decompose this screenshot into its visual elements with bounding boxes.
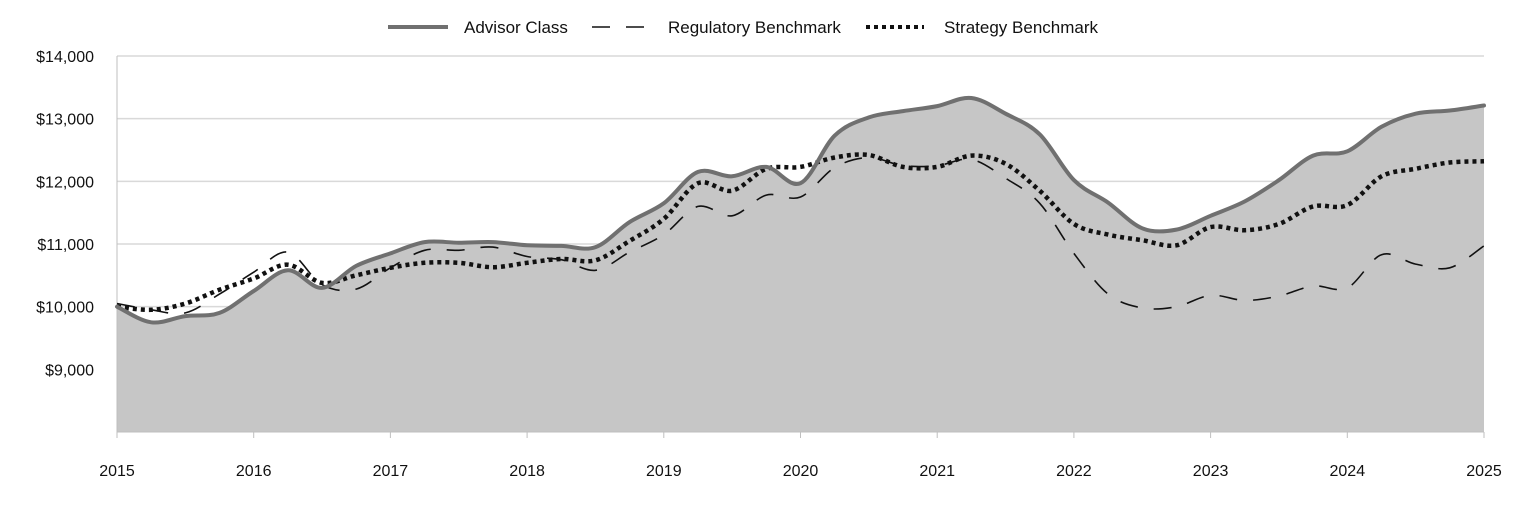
x-tick-label: 2024 (1330, 463, 1366, 480)
legend: Advisor Class Regulatory Benchmark Strat… (388, 18, 1099, 37)
area-advisor-class (117, 97, 1484, 433)
x-tick-label: 2015 (99, 463, 135, 480)
x-tick-label: 2019 (646, 463, 682, 480)
legend-label-strategy-benchmark: Strategy Benchmark (944, 18, 1099, 37)
y-tick-label: $11,000 (37, 237, 94, 254)
legend-label-regulatory-benchmark: Regulatory Benchmark (668, 18, 841, 37)
axes (116, 56, 1485, 438)
x-tick-label: 2018 (509, 463, 545, 480)
series-line-advisor-class (115, 95, 1486, 325)
x-tick-labels: 2015 2016 2017 2018 2019 2020 2021 2022 2023 2024… (99, 463, 1502, 480)
y-tick-label: $10,000 (36, 300, 94, 317)
y-tick-label: $14,000 (36, 49, 94, 66)
x-tick-label: 2020 (783, 463, 819, 480)
x-tick-label: 2016 (236, 463, 272, 480)
area-layer (117, 97, 1484, 433)
x-tick-label: 2023 (1193, 463, 1229, 480)
y-tick-label: $9,000 (45, 362, 94, 379)
y-tick-label: $13,000 (36, 112, 94, 129)
lines-layer (115, 95, 1486, 325)
series-line-strategy-benchmark (116, 152, 1485, 313)
y-tick-labels: $9,000 $10,000 $11,000 $12,000 $13,000 $14,00… (36, 49, 94, 379)
x-tick-label: 2017 (373, 463, 409, 480)
x-tick-label: 2021 (919, 463, 955, 480)
y-tick-label: $12,000 (36, 174, 94, 191)
x-tick-label: 2022 (1056, 463, 1092, 480)
legend-label-advisor-class: Advisor Class (464, 18, 568, 37)
series-line-regulatory-benchmark (116, 156, 1485, 315)
x-tick-label: 2025 (1466, 463, 1502, 480)
